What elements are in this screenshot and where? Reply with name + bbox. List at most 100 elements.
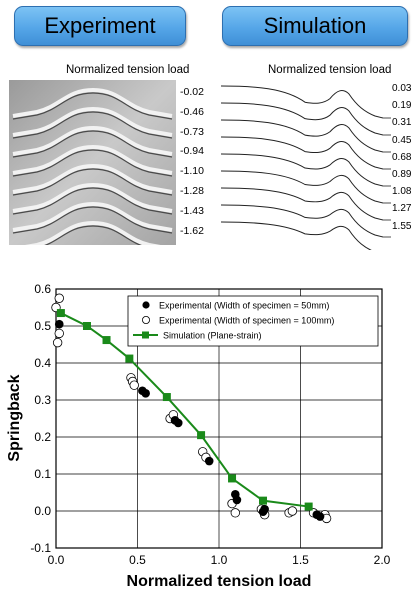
- simulation-curve: [220, 119, 384, 153]
- specimen-strip: [12, 125, 173, 156]
- specimen-strip: [12, 87, 173, 118]
- simulation-header-label: Simulation: [263, 13, 367, 38]
- specimen-shadow: [12, 187, 173, 215]
- simulation-curve: [220, 153, 384, 187]
- specimen-strip: [12, 182, 173, 213]
- simulation-caption: Normalized tension load: [268, 64, 392, 76]
- point-simulation: [304, 502, 313, 511]
- specimen-strip: [12, 106, 173, 137]
- y-tick-label: -0.1: [30, 541, 51, 555]
- chart-legend: Experimental (Width of specimen = 50mm) …: [127, 295, 379, 347]
- point-simulation: [56, 309, 65, 318]
- legend-marker-exp50: [142, 301, 150, 309]
- experiment-load-label: -0.02: [180, 86, 204, 98]
- specimen-shadow: [12, 206, 173, 234]
- simulation-load-label: 1.27: [392, 203, 412, 215]
- plot-frame: [55, 288, 383, 549]
- experiment-load-label: -1.43: [180, 204, 204, 217]
- specimen-curves: [12, 87, 173, 245]
- legend-marker-sim: [142, 331, 149, 339]
- y-tick-labels: -0.1 0.0 0.1 0.2 0.3 0.4 0.5 0.6: [30, 282, 51, 555]
- simulation-load-label: 0.68: [392, 151, 412, 163]
- legend-label-sim: Simulation (Plane-strain): [163, 331, 262, 341]
- point-simulation: [228, 474, 237, 483]
- point-exp50: [141, 389, 150, 398]
- x-tick-label: 0.5: [129, 553, 146, 567]
- y-tick-label: 0.3: [34, 393, 51, 407]
- simulation-profiles: [220, 85, 391, 250]
- specimen-strip: [12, 144, 173, 175]
- x-tick-label: 1.0: [211, 553, 228, 567]
- experiment-load-label: -0.94: [180, 145, 204, 158]
- specimen-shadow: [12, 168, 173, 196]
- simulation-curve: [220, 85, 384, 119]
- x-tick-label: 2.0: [374, 553, 391, 567]
- point-exp50: [54, 319, 64, 329]
- point-exp100: [129, 380, 139, 390]
- specimen-shadow: [44, 225, 142, 245]
- point-exp100: [54, 328, 64, 339]
- legend-box: [127, 295, 379, 347]
- point-exp50: [232, 495, 242, 505]
- y-tick-label: 0.4: [34, 356, 51, 370]
- experiment-header-button: Experiment: [14, 6, 186, 46]
- point-exp50: [258, 507, 268, 517]
- experiment-caption: Normalized tension load: [66, 64, 190, 76]
- point-exp100: [52, 337, 63, 348]
- specimen-strip: [12, 163, 173, 194]
- point-simulation: [125, 354, 134, 363]
- legend-label-exp50: Experimental (Width of specimen = 50mm): [159, 301, 329, 311]
- point-exp50: [204, 456, 214, 466]
- simulation-load-label: 0.89: [392, 169, 412, 180]
- specimen-shadow: [12, 149, 173, 177]
- point-exp100: [230, 508, 241, 518]
- experiment-load-label: -0.73: [180, 125, 204, 138]
- y-tick-label: 0.5: [34, 319, 51, 333]
- simulation-curve: [220, 136, 384, 170]
- simulation-curve: [220, 102, 384, 136]
- y-tick-label: 0.6: [34, 282, 51, 296]
- specimen-shadow: [12, 130, 173, 158]
- y-axis-label: Springback: [6, 374, 23, 461]
- simulation-load-label: 0.03: [392, 83, 412, 94]
- chart-series: [51, 293, 332, 524]
- point-exp100: [287, 506, 298, 516]
- experiment-load-label: -0.46: [180, 105, 204, 118]
- point-simulation: [82, 322, 91, 330]
- point-simulation: [197, 431, 206, 440]
- specimen-strip: [12, 201, 173, 232]
- experiment-load-label: -1.28: [180, 185, 204, 197]
- specimen-strip: [24, 220, 161, 245]
- simulation-curve: [220, 204, 384, 238]
- point-exp100: [54, 293, 64, 303]
- point-simulation: [162, 393, 171, 402]
- simulation-load-label: 1.55: [392, 220, 412, 232]
- legend-marker-exp100: [141, 316, 150, 325]
- experiment-load-label: -1.10: [180, 165, 204, 178]
- point-exp50: [173, 418, 183, 428]
- x-tick-label: 1.5: [292, 553, 309, 567]
- point-simulation: [102, 336, 111, 345]
- simulation-curves: [220, 85, 391, 250]
- x-tick-labels: 0.0 0.5 1.0 1.5 2.0: [48, 553, 391, 567]
- point-exp50: [315, 512, 325, 521]
- specimen-shadow: [12, 111, 173, 139]
- simulation-curve: [220, 221, 372, 250]
- y-tick-label: 0.1: [34, 467, 51, 481]
- specimen-shadow: [12, 92, 173, 120]
- simulation-load-label: 0.19: [392, 100, 412, 112]
- experiment-specimen-photo: [9, 80, 176, 245]
- legend-label-exp100: Experimental (Width of specimen = 100mm): [159, 316, 334, 326]
- simulation-curve: [220, 170, 384, 204]
- experiment-load-label: -1.62: [180, 224, 204, 237]
- simulation-load-label: 0.45: [392, 134, 412, 146]
- simulation-load-label: 0.31: [392, 117, 412, 129]
- x-axis-label: Normalized tension load: [127, 573, 312, 590]
- y-tick-label: 0.2: [34, 430, 51, 444]
- point-simulation: [259, 496, 268, 505]
- simulation-load-label: 1.08: [392, 186, 412, 198]
- simulation-header-button: Simulation: [222, 6, 408, 46]
- springback-chart: 0.0 0.5 1.0 1.5 2.0 -0.1 0.0 0.1 0.2 0.3 0.4 0.5 0.…: [6, 282, 391, 590]
- y-tick-label: 0.0: [34, 504, 51, 518]
- simulation-curve: [220, 187, 384, 221]
